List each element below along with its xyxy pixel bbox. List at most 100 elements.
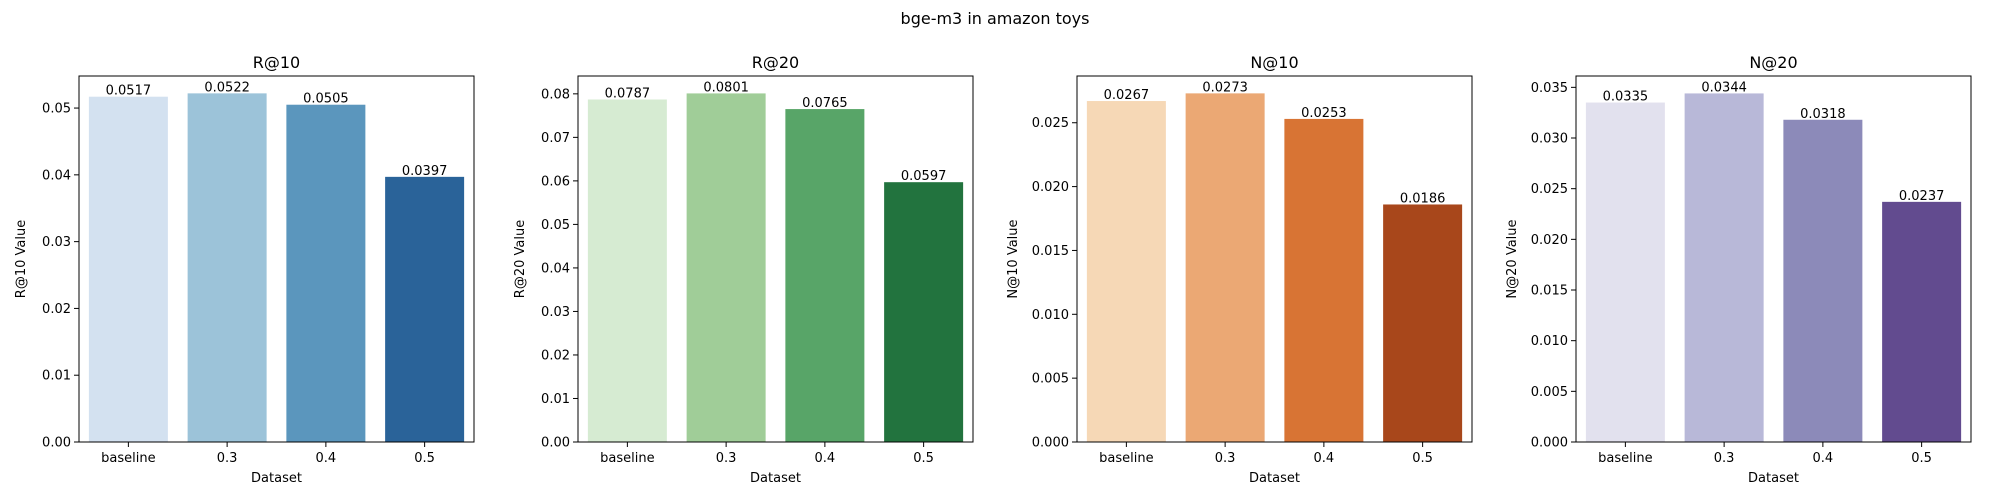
bar-value-label: 0.0186	[1400, 191, 1446, 206]
bar-baseline	[1086, 101, 1166, 443]
x-tick-label: baseline	[1099, 451, 1153, 466]
y-tick-label: 0.010	[1032, 308, 1069, 323]
x-tick-label: baseline	[600, 451, 654, 466]
x-axis-label: Dataset	[750, 471, 801, 486]
bar-0.5	[1882, 201, 1962, 442]
chart-panels: R@10 0.0517 baseline 0.0522 0.3 0.0505 0.4 0.03…	[14, 53, 1972, 486]
y-tick-label: 0.01	[42, 369, 71, 384]
y-tick-label: 0.03	[541, 305, 570, 320]
bar-value-label: 0.0522	[204, 80, 250, 95]
x-tick-label: 0.3	[716, 451, 737, 466]
y-tick-label: 0.000	[1531, 436, 1568, 451]
y-tick-label: 0.015	[1032, 244, 1069, 259]
y-tick-label: 0.03	[42, 235, 71, 250]
panel-title: R@20	[752, 53, 799, 72]
bar-value-label: 0.0237	[1899, 189, 1945, 204]
y-tick-label: 0.00	[541, 436, 570, 451]
plot-frame	[577, 75, 974, 443]
y-tick-label: 0.035	[1531, 81, 1568, 96]
plot-frame	[1076, 75, 1473, 443]
y-tick-label: 0.005	[1531, 385, 1568, 400]
bar-value-label: 0.0505	[303, 92, 349, 107]
y-tick-label: 0.04	[541, 261, 570, 276]
bar-value-label: 0.0517	[106, 84, 152, 99]
y-tick-label: 0.015	[1531, 284, 1568, 299]
x-tick-label: 0.3	[1714, 451, 1735, 466]
y-tick-label: 0.05	[541, 218, 570, 233]
x-tick-label: 0.4	[815, 451, 836, 466]
bar-value-label: 0.0344	[1701, 80, 1747, 95]
x-tick-label: 0.3	[1215, 451, 1236, 466]
bar-0.4	[785, 109, 865, 442]
y-tick-label: 0.020	[1531, 233, 1568, 248]
bar-0.3	[1684, 93, 1764, 442]
y-axis-label: R@10 Value	[14, 220, 29, 298]
x-tick-label: 0.3	[217, 451, 238, 466]
y-tick-label: 0.01	[541, 392, 570, 407]
y-tick-label: 0.020	[1032, 180, 1069, 195]
bar-baseline	[1585, 102, 1665, 443]
chart-panel-3: N@20 0.0335 baseline 0.0344 0.3 0.0318 0.4 0.02…	[1505, 53, 1972, 486]
bar-value-label: 0.0335	[1603, 90, 1649, 105]
y-tick-label: 0.030	[1531, 132, 1568, 147]
bar-0.5	[385, 176, 465, 442]
y-tick-label: 0.07	[541, 131, 570, 146]
bar-0.3	[1185, 93, 1265, 442]
y-tick-label: 0.025	[1531, 182, 1568, 197]
x-tick-label: baseline	[101, 451, 155, 466]
bar-0.5	[1383, 204, 1463, 442]
bar-value-label: 0.0273	[1202, 80, 1248, 95]
bar-0.4	[1284, 118, 1364, 443]
bar-baseline	[587, 99, 667, 442]
y-tick-label: 0.08	[541, 87, 570, 102]
panel-title: N@20	[1749, 53, 1797, 72]
figure-title: bge-m3 in amazon toys	[901, 9, 1090, 28]
x-tick-label: 0.5	[414, 451, 435, 466]
x-tick-label: baseline	[1598, 451, 1652, 466]
bar-value-label: 0.0597	[901, 169, 947, 184]
bar-value-label: 0.0765	[802, 96, 848, 111]
chart-panel-0: R@10 0.0517 baseline 0.0522 0.3 0.0505 0.4 0.03…	[14, 53, 475, 486]
bar-0.4	[1783, 119, 1863, 443]
plot-frame	[78, 75, 475, 443]
y-tick-label: 0.04	[42, 168, 71, 183]
y-tick-label: 0.06	[541, 174, 570, 189]
bar-0.5	[884, 182, 964, 442]
x-axis-label: Dataset	[1748, 471, 1799, 486]
y-tick-label: 0.05	[42, 102, 71, 117]
bar-0.3	[187, 93, 267, 442]
y-axis-label: N@20 Value	[1505, 219, 1520, 298]
bar-value-label: 0.0318	[1800, 107, 1846, 122]
y-tick-label: 0.02	[541, 348, 570, 363]
bar-value-label: 0.0801	[703, 80, 749, 95]
y-tick-label: 0.010	[1531, 334, 1568, 349]
y-axis-label: R@20 Value	[513, 220, 528, 298]
x-tick-label: 0.5	[1412, 451, 1433, 466]
y-tick-label: 0.00	[42, 436, 71, 451]
y-tick-label: 0.005	[1032, 372, 1069, 387]
plot-frame	[1575, 75, 1972, 443]
chart-panel-2: N@10 0.0267 baseline 0.0273 0.3 0.0253 0.4 0.01…	[1006, 53, 1473, 486]
x-axis-label: Dataset	[251, 471, 302, 486]
x-tick-label: 0.4	[1813, 451, 1834, 466]
bar-value-label: 0.0267	[1104, 88, 1150, 103]
x-tick-label: 0.5	[1911, 451, 1932, 466]
panel-title: N@10	[1250, 53, 1298, 72]
chart-panel-1: R@20 0.0787 baseline 0.0801 0.3 0.0765 0.4 0.05…	[513, 53, 974, 486]
y-axis-label: N@10 Value	[1006, 219, 1021, 298]
bar-0.3	[686, 93, 766, 443]
bar-0.4	[286, 104, 366, 442]
y-tick-label: 0.02	[42, 302, 71, 317]
x-tick-label: 0.4	[1314, 451, 1335, 466]
bar-value-label: 0.0787	[605, 87, 651, 102]
x-tick-label: 0.5	[913, 451, 934, 466]
bar-value-label: 0.0397	[402, 164, 448, 179]
y-tick-label: 0.000	[1032, 436, 1069, 451]
y-tick-label: 0.025	[1032, 116, 1069, 131]
bar-baseline	[88, 96, 168, 442]
panel-title: R@10	[253, 53, 300, 72]
bar-value-label: 0.0253	[1301, 106, 1347, 121]
x-axis-label: Dataset	[1249, 471, 1300, 486]
